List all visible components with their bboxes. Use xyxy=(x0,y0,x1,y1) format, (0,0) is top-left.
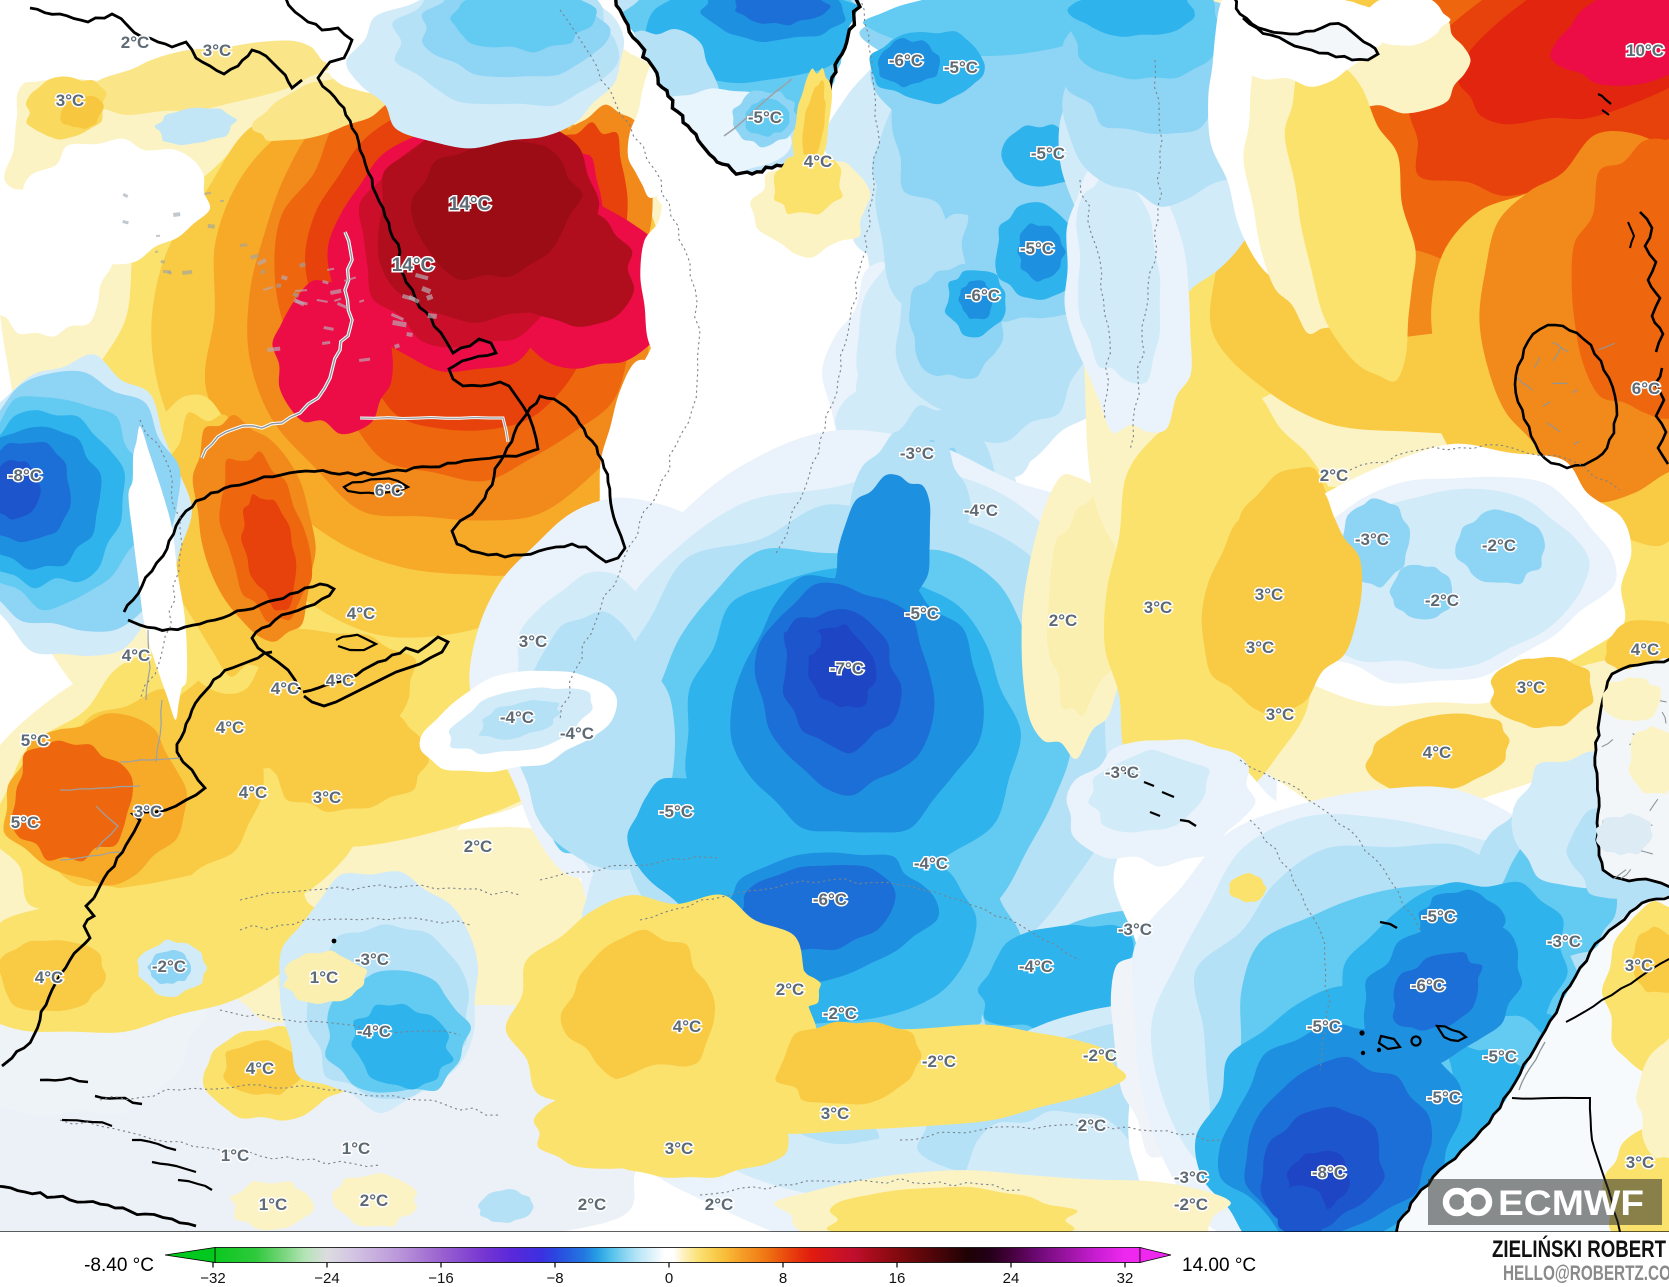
svg-text:-2°C: -2°C xyxy=(1174,1195,1208,1214)
svg-text:-2°C: -2°C xyxy=(1425,591,1459,610)
svg-text:8: 8 xyxy=(779,1270,787,1287)
svg-text:32: 32 xyxy=(1117,1270,1134,1287)
svg-text:-5°C: -5°C xyxy=(1031,144,1065,163)
svg-text:-4°C: -4°C xyxy=(500,708,534,727)
svg-text:4°C: 4°C xyxy=(673,1017,702,1036)
svg-text:−32: −32 xyxy=(200,1270,225,1287)
svg-text:4°C: 4°C xyxy=(271,679,300,698)
svg-text:4°C: 4°C xyxy=(216,718,245,737)
svg-text:-3°C: -3°C xyxy=(1174,1168,1208,1187)
svg-text:-2°C: -2°C xyxy=(1482,536,1516,555)
svg-text:1°C: 1°C xyxy=(310,968,339,987)
svg-text:1°C: 1°C xyxy=(221,1146,250,1165)
svg-text:-4°C: -4°C xyxy=(964,501,998,520)
svg-text:14.00 °C: 14.00 °C xyxy=(1182,1255,1256,1276)
svg-text:0: 0 xyxy=(665,1270,673,1287)
svg-text:-2°C: -2°C xyxy=(922,1052,956,1071)
svg-text:-4°C: -4°C xyxy=(914,854,948,873)
svg-text:4°C: 4°C xyxy=(122,646,151,665)
svg-text:5°C: 5°C xyxy=(21,731,50,750)
svg-text:3°C: 3°C xyxy=(1246,638,1275,657)
svg-text:-3°C: -3°C xyxy=(1118,920,1152,939)
svg-text:2°C: 2°C xyxy=(360,1191,389,1210)
svg-text:2°C: 2°C xyxy=(776,980,805,999)
svg-text:14°C: 14°C xyxy=(449,194,492,215)
svg-text:3°C: 3°C xyxy=(203,41,232,60)
svg-text:4°C: 4°C xyxy=(246,1059,275,1078)
svg-text:−8: −8 xyxy=(546,1270,563,1287)
svg-text:ECMWF: ECMWF xyxy=(1498,1184,1644,1223)
svg-text:4°C: 4°C xyxy=(1631,640,1660,659)
svg-text:2°C: 2°C xyxy=(1320,466,1349,485)
svg-text:ZIELIŃSKI ROBERT: ZIELIŃSKI ROBERT xyxy=(1492,1235,1666,1263)
svg-text:-7°C: -7°C xyxy=(830,659,864,678)
svg-text:2°C: 2°C xyxy=(1049,611,1078,630)
svg-text:3°C: 3°C xyxy=(134,802,163,821)
svg-text:-5°C: -5°C xyxy=(944,58,978,77)
svg-text:2°C: 2°C xyxy=(705,1195,734,1214)
svg-text:-4°C: -4°C xyxy=(1019,957,1053,976)
svg-text:3°C: 3°C xyxy=(1255,585,1284,604)
svg-text:3°C: 3°C xyxy=(1144,598,1173,617)
svg-text:3°C: 3°C xyxy=(1626,1153,1655,1172)
svg-text:-2°C: -2°C xyxy=(152,957,186,976)
svg-text:-3°C: -3°C xyxy=(1355,530,1389,549)
svg-text:-5°C: -5°C xyxy=(905,604,939,623)
svg-text:4°C: 4°C xyxy=(804,152,833,171)
svg-text:4°C: 4°C xyxy=(35,968,64,987)
svg-text:-6°C: -6°C xyxy=(889,51,923,70)
svg-text:−24: −24 xyxy=(314,1270,339,1287)
svg-text:3°C: 3°C xyxy=(56,91,85,110)
svg-text:-8.40 °C: -8.40 °C xyxy=(84,1255,154,1276)
svg-text:3°C: 3°C xyxy=(1266,705,1295,724)
svg-text:3°C: 3°C xyxy=(313,788,342,807)
svg-text:-5°C: -5°C xyxy=(1427,1088,1461,1107)
svg-text:2°C: 2°C xyxy=(464,837,493,856)
svg-text:-5°C: -5°C xyxy=(1020,239,1054,258)
svg-text:-5°C: -5°C xyxy=(1307,1017,1341,1036)
svg-text:-8°C: -8°C xyxy=(8,466,42,485)
svg-text:16: 16 xyxy=(889,1270,906,1287)
svg-text:2°C: 2°C xyxy=(121,33,150,52)
svg-text:1°C: 1°C xyxy=(259,1195,288,1214)
svg-text:-5°C: -5°C xyxy=(748,108,782,127)
svg-text:-4°C: -4°C xyxy=(357,1022,391,1041)
svg-text:HELLO@ROBERTZ.CO: HELLO@ROBERTZ.CO xyxy=(1503,1262,1669,1285)
svg-text:-3°C: -3°C xyxy=(1105,763,1139,782)
svg-text:4°C: 4°C xyxy=(1423,743,1452,762)
svg-text:-2°C: -2°C xyxy=(823,1004,857,1023)
svg-text:-3°C: -3°C xyxy=(1547,932,1581,951)
svg-text:3°C: 3°C xyxy=(1625,956,1654,975)
svg-text:-4°C: -4°C xyxy=(560,724,594,743)
svg-text:24: 24 xyxy=(1003,1270,1020,1287)
svg-text:-6°C: -6°C xyxy=(966,286,1000,305)
svg-text:14°C: 14°C xyxy=(392,255,435,276)
svg-text:-6°C: -6°C xyxy=(813,890,847,909)
svg-text:2°C: 2°C xyxy=(578,1195,607,1214)
svg-text:-3°C: -3°C xyxy=(900,444,934,463)
svg-text:6°C: 6°C xyxy=(1632,379,1661,398)
svg-text:-5°C: -5°C xyxy=(1422,907,1456,926)
svg-text:-8°C: -8°C xyxy=(1312,1163,1346,1182)
svg-text:-2°C: -2°C xyxy=(1083,1046,1117,1065)
svg-text:2°C: 2°C xyxy=(1078,1116,1107,1135)
svg-text:-6°C: -6°C xyxy=(1411,976,1445,995)
svg-text:3°C: 3°C xyxy=(821,1104,850,1123)
svg-text:5°C: 5°C xyxy=(11,813,40,832)
svg-text:3°C: 3°C xyxy=(519,632,548,651)
svg-text:4°C: 4°C xyxy=(326,671,355,690)
svg-text:-5°C: -5°C xyxy=(659,802,693,821)
svg-text:-5°C: -5°C xyxy=(1483,1047,1517,1066)
svg-text:6°C: 6°C xyxy=(375,481,404,500)
svg-text:-3°C: -3°C xyxy=(355,950,389,969)
svg-text:10°C: 10°C xyxy=(1626,41,1664,60)
svg-text:3°C: 3°C xyxy=(1517,678,1546,697)
svg-text:−16: −16 xyxy=(428,1270,453,1287)
svg-text:3°C: 3°C xyxy=(665,1139,694,1158)
svg-text:1°C: 1°C xyxy=(342,1139,371,1158)
svg-text:4°C: 4°C xyxy=(347,604,376,623)
svg-text:4°C: 4°C xyxy=(239,783,268,802)
